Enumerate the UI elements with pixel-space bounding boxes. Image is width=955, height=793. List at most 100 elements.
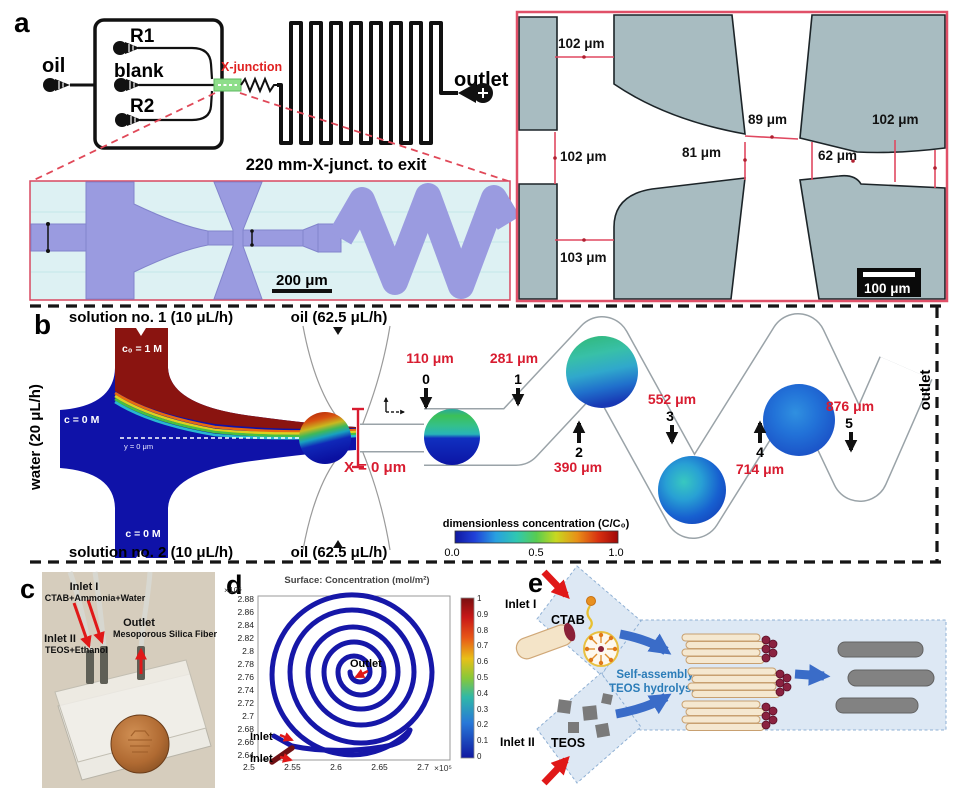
oil-port-icon [42,77,71,93]
colorbar-tick-label: 0.9 [477,609,489,619]
sim-colorbar-title: dimensionless concentration (C/C₀) [443,518,630,530]
colorbar-tick-label: 0.3 [477,704,489,714]
y-tick-label: 2.88 [237,594,254,604]
plot-outlet-label: Outlet [350,658,382,670]
photo-inlet2-title: Inlet II [44,633,76,645]
solution1-label: solution no. 1 (10 μL/h) [69,309,233,326]
colorbar-tick-label: 0.4 [477,688,489,698]
resistor-squiggle [240,76,277,94]
spiral-channel [269,592,435,758]
inlet2-arrow [541,756,570,786]
surfactant-icon [586,596,596,630]
r1-label: R1 [130,26,155,47]
cb-tick-0: 0.0 [444,547,459,559]
x-tick-label: 2.55 [284,762,301,772]
x-axis-tick-labels: 2.5 2.55 2.6 2.65 2.7 [243,762,429,772]
oil-top-label: oil (62.5 μL/h) [291,309,388,326]
plot-inlet1-label: Inlet [250,731,273,743]
y-tick-label: 2.7 [242,711,254,721]
panel-d-label: d [226,570,243,600]
panel-a-cad-view: 200 μm [29,180,521,301]
process-label-line2: TEOS hydrolysis [609,683,701,695]
photo-arrows [72,599,147,674]
plot-colorbar [460,597,475,759]
x-junction-label: X-junction [221,60,282,74]
colorbar-tick-label: 1 [477,594,482,603]
cad-measure-marks [47,224,253,251]
c-bottom-label: c = 0 M [125,528,161,540]
plot-inlet2-label: Inlet [250,753,273,765]
index-2: 2 [575,444,583,460]
measure-62: 62 μm [818,148,857,163]
photo-outlet-title: Outlet [123,617,155,629]
cad-channel [30,181,342,300]
measure-102-top-left: 102 μm [558,36,605,51]
spiral-inlet-line [289,727,413,753]
panel-a-label: a [14,7,30,38]
distance-0: 110 μm [406,350,454,366]
index-1: 1 [514,371,522,387]
oil-inlet-label: oil [42,55,65,77]
colorbar-tick-label: 0.5 [477,672,489,682]
axes-glyph [383,397,405,415]
photo-inlet1-title: Inlet I [70,581,99,593]
sim-solution1-region [115,328,356,429]
panel-c-photo: c Inlet I CTAB+Ammonia+Water Outlet Meso… [20,571,218,788]
plot-title: Surface: Concentration (mol/m²) [284,575,429,586]
teos-squares [557,693,613,738]
droplet-junction [299,412,351,464]
outlet-label: outlet [454,69,509,91]
photo-inlet1-sub: CTAB+Ammonia+Water [45,593,146,603]
solution2-label: solution no. 2 (10 μL/h) [69,544,233,561]
droplet-3 [763,384,835,456]
serpentine-channel [277,21,458,145]
y-tick-label: 2.8 [242,646,254,656]
y-axis-tick-labels: 2.88 2.86 2.84 2.82 2.8 2.78 2.76 2.74 2.72 2.7 2.… [220,594,254,760]
c0-label: c₀ = 1 M [122,343,162,355]
outlet-port-icon [458,83,493,103]
micrograph-border [515,10,949,303]
y-tick-label: 2.82 [237,633,254,643]
cad-zigzag-channel [328,183,521,299]
y-tick-label: 2.64 [237,750,254,760]
panel-d-plot: d Surface: Concentration (mol/m²) ×10⁵ O… [224,570,475,773]
x-tick-label: 2.5 [243,762,255,772]
cad-scalebar [272,289,332,293]
position-markers: 110 μm 0 281 μm 1 2 390 μm 552 μm 3 4 71… [406,350,874,477]
c-left-label: c = 0 M [64,414,100,426]
index-5: 5 [845,415,853,431]
distance-3: 552 μm [648,391,696,407]
y-tick-label: 2.78 [237,659,254,669]
diagram-inlet1-label: Inlet I [505,597,536,611]
panel-a-schematic: a oil R1 blank R2 X-junction outlet 220 … [14,7,521,301]
cad-scalebar-label: 200 μm [276,272,328,289]
bundle-ends [761,635,792,730]
cb-tick-2: 1.0 [608,547,623,559]
photo-outlet-sub: Mesoporous Silica Fiber [113,629,218,639]
cb-tick-1: 0.5 [528,547,543,559]
droplet-0 [424,409,480,465]
photo-inlet2-sub: TEOS+Ethanol [45,645,108,655]
water-label: water (20 μL/h) [27,384,44,491]
measure-103: 103 μm [560,250,607,265]
panel-e-label: e [528,568,543,598]
micrograph-scalebar: 100 μm [857,268,921,297]
distance-4: 714 μm [736,461,784,477]
y-tick-label: 2.76 [237,672,254,682]
droplet-1 [566,336,638,408]
panel-b-simulation: b y = 0 μm solution no. 1 (10 μL/h) solu… [27,309,934,561]
colorbar-tick-label: 0.6 [477,657,489,667]
distance-5: 876 μm [826,398,874,414]
distance-note: 220 mm-X-junct. to exit [246,156,427,174]
y0-label: y = 0 μm [124,442,153,451]
ctab-label: CTAB [551,613,585,627]
panel-c-label: c [20,574,35,604]
rod-bundles [681,633,792,731]
panel-separators [30,304,948,564]
micelle-spokes [588,636,614,662]
x-tick-label: 2.7 [417,762,429,772]
measure-102-mid-left: 102 μm [560,149,607,164]
penny [110,714,170,774]
